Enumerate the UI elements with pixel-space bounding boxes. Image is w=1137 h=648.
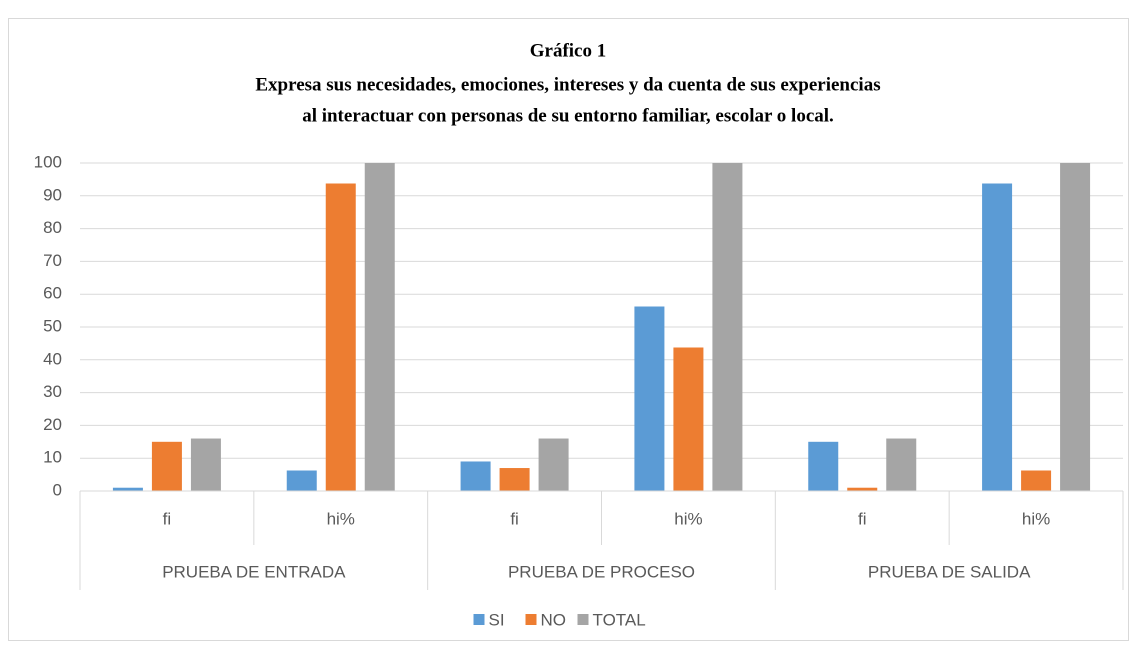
y-tick-label: 10 bbox=[43, 448, 62, 467]
y-tick-label: 0 bbox=[53, 480, 62, 499]
bar bbox=[538, 438, 569, 491]
x-tick-label: hi% bbox=[1022, 509, 1050, 528]
x-tick-label: fi bbox=[510, 509, 519, 528]
chart-border bbox=[8, 18, 1129, 641]
y-tick-label: 70 bbox=[43, 251, 62, 270]
bar bbox=[112, 487, 143, 491]
bar bbox=[190, 438, 221, 491]
bar bbox=[847, 487, 878, 491]
bar bbox=[712, 163, 743, 491]
legend-swatch bbox=[525, 614, 537, 625]
legend-swatch bbox=[473, 614, 485, 625]
bar bbox=[460, 461, 491, 491]
bar bbox=[673, 347, 704, 491]
legend-label: TOTAL bbox=[593, 610, 646, 629]
y-tick-label: 90 bbox=[43, 185, 62, 204]
bar bbox=[1060, 163, 1091, 491]
y-tick-label: 20 bbox=[43, 415, 62, 434]
bar bbox=[1021, 470, 1052, 491]
y-tick-label: 40 bbox=[43, 349, 62, 368]
group-label: PRUEBA DE ENTRADA bbox=[162, 562, 346, 581]
legend-label: SI bbox=[489, 610, 505, 629]
x-tick-label: fi bbox=[858, 509, 867, 528]
bar bbox=[886, 438, 917, 491]
bar bbox=[982, 183, 1013, 491]
chart-title: Gráfico 1 bbox=[530, 40, 607, 61]
x-tick-label: hi% bbox=[327, 509, 355, 528]
bar bbox=[151, 441, 182, 491]
y-tick-label: 30 bbox=[43, 382, 62, 401]
x-tick-label: hi% bbox=[674, 509, 702, 528]
y-tick-label: 80 bbox=[43, 218, 62, 237]
bar bbox=[325, 183, 356, 491]
bar bbox=[286, 470, 317, 491]
bar bbox=[499, 468, 530, 491]
legend-swatch bbox=[577, 614, 589, 625]
chart-subtitle: Expresa sus necesidades, emociones, inte… bbox=[255, 74, 880, 95]
group-label: PRUEBA DE SALIDA bbox=[868, 562, 1031, 581]
chart-subtitle: al interactuar con personas de su entorn… bbox=[302, 105, 834, 126]
bar bbox=[634, 306, 665, 491]
bar bbox=[364, 163, 395, 491]
bar bbox=[808, 441, 839, 491]
group-label: PRUEBA DE PROCESO bbox=[508, 562, 695, 581]
x-tick-label: fi bbox=[163, 509, 172, 528]
y-tick-label: 100 bbox=[34, 152, 62, 171]
legend-label: NO bbox=[541, 610, 567, 629]
y-tick-label: 60 bbox=[43, 284, 62, 303]
y-tick-label: 50 bbox=[43, 316, 62, 335]
